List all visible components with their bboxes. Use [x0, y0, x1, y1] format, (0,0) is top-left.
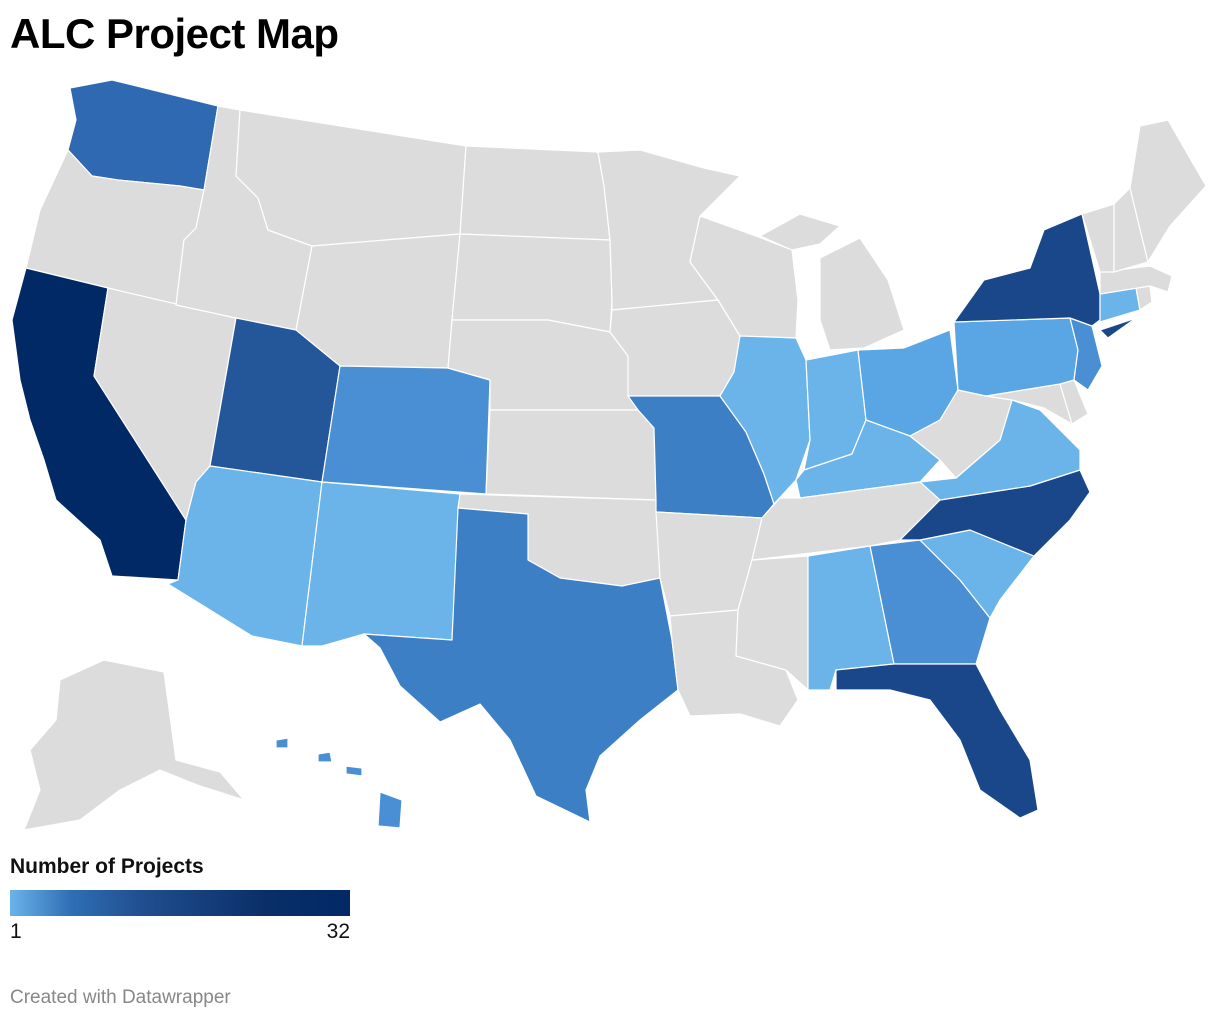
state-IA[interactable] — [609, 299, 741, 397]
state-CO[interactable] — [321, 365, 491, 495]
legend-title: Number of Projects — [10, 855, 204, 878]
state-MA[interactable] — [1099, 265, 1173, 295]
state-SD[interactable] — [451, 233, 613, 333]
state-AK[interactable] — [23, 659, 245, 831]
state-ND[interactable] — [459, 145, 611, 241]
credit-text: Created with Datawrapper — [10, 987, 231, 1008]
state-FL[interactable] — [835, 663, 1039, 819]
state-MI[interactable] — [759, 213, 905, 351]
legend-max-label: 32 — [326, 920, 350, 943]
state-HI[interactable] — [275, 737, 403, 829]
state-KS[interactable] — [485, 409, 657, 501]
us-choropleth-map — [11, 79, 1207, 831]
map-title: ALC Project Map — [10, 10, 339, 57]
state-NM[interactable] — [301, 481, 461, 647]
state-PA[interactable] — [953, 317, 1079, 397]
state-NY[interactable] — [953, 213, 1137, 339]
state-ME[interactable] — [1129, 119, 1207, 263]
state-WY[interactable] — [295, 233, 461, 369]
state-TX[interactable] — [363, 507, 679, 823]
state-MT[interactable] — [235, 109, 467, 247]
legend-min-label: 1 — [10, 920, 22, 943]
legend-color-scale — [10, 890, 350, 916]
